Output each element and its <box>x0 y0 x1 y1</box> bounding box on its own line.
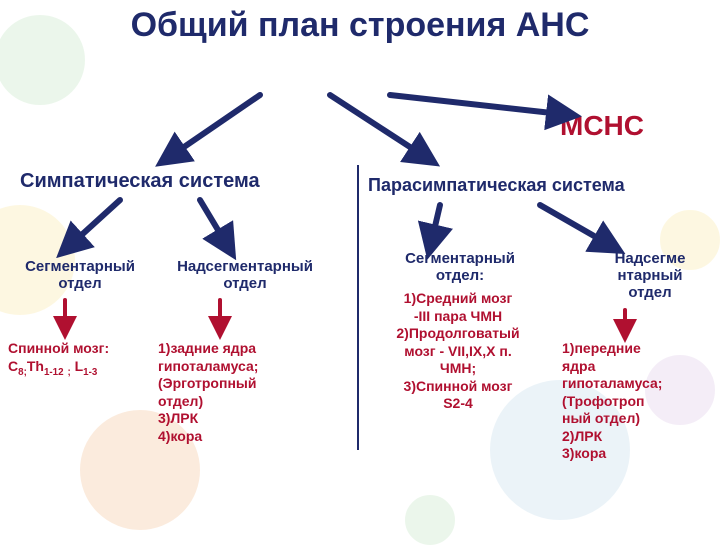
para-suprasegmental: Надсегме нтарный отдел <box>590 250 710 301</box>
sym-segmental-l2: отдел <box>10 275 150 292</box>
spinal-cord-block: Спинной мозг: С8;Th1-12 ; L1-3 <box>8 340 109 379</box>
para-seg-hdr-l1: Сегментарный <box>380 250 540 267</box>
para-supra-l1: Надсегме <box>590 250 710 267</box>
arrow <box>65 200 120 250</box>
sym-segmental: Сегментарный отдел <box>10 258 150 292</box>
sym-supra-l1: Надсегментарный <box>150 258 340 275</box>
mshc-label: МСНС <box>560 110 644 142</box>
sym-segmental-l1: Сегментарный <box>10 258 150 275</box>
para-segmental-hdr: Сегментарный отдел: <box>380 250 540 284</box>
para-supra-details: 1)передниеядрагипоталамуса;(Трофотропный… <box>562 340 662 463</box>
arrow <box>430 205 440 248</box>
para-supra-l3: отдел <box>590 284 710 301</box>
arrow <box>540 205 615 248</box>
spinal-l2: С8;Th1-12 ; L1-3 <box>8 358 109 379</box>
para-supra-l2: нтарный <box>590 267 710 284</box>
arrow <box>330 95 430 160</box>
para-segmental-details: 1)Средний мозг-III пара ЧМН2)Продолговат… <box>368 290 548 413</box>
spinal-l1: Спинной мозг: <box>8 340 109 358</box>
page-title: Общий план строения АНС <box>0 6 720 45</box>
balloon-decor <box>405 495 455 545</box>
sym-suprasegmental: Надсегментарный отдел <box>150 258 340 292</box>
sym-supra-details: 1)задние ядрагипоталамуса;(Эрготропныйот… <box>158 340 258 445</box>
sympathetic-label: Симпатическая система <box>20 170 260 193</box>
arrow <box>390 95 570 115</box>
arrow <box>165 95 260 160</box>
arrow <box>200 200 230 250</box>
sym-supra-l2: отдел <box>150 275 340 292</box>
para-seg-hdr-l2: отдел: <box>380 267 540 284</box>
parasympathetic-label: Парасимпатическая система <box>368 175 625 196</box>
